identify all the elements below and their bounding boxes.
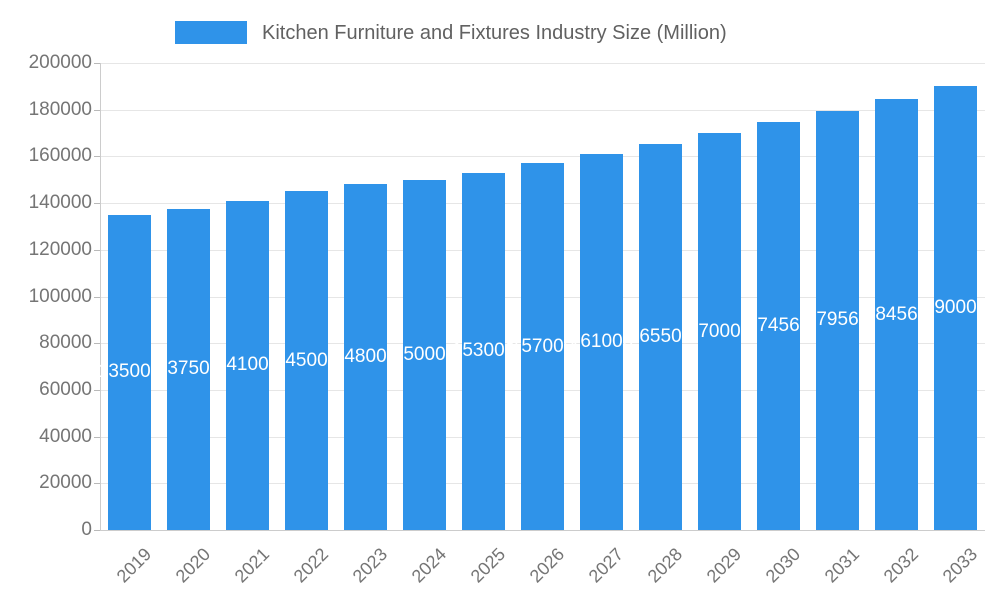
y-axis-tick-label: 140000: [28, 192, 92, 214]
y-axis-tick-label: 120000: [28, 238, 92, 260]
y-gridline: [100, 156, 985, 158]
y-tick-mark: [94, 389, 100, 391]
y-tick-mark: [94, 483, 100, 485]
y-tick-mark: [94, 63, 100, 64]
y-tick-mark: [94, 530, 100, 531]
x-axis-tick-label: 2024: [408, 544, 451, 587]
bar[interactable]: [521, 163, 564, 530]
bar[interactable]: [108, 214, 151, 530]
y-gridline: [100, 63, 985, 64]
bar-value-label: 150000: [392, 343, 457, 365]
bar[interactable]: [875, 99, 918, 530]
y-tick-mark: [94, 436, 100, 438]
x-axis-tick-label: 2026: [526, 544, 569, 587]
bar-value-label: 165500: [628, 325, 693, 347]
x-axis-tick-label: 2021: [231, 544, 274, 587]
y-axis-tick-label: 100000: [28, 285, 92, 307]
bar-value-label: 170000: [687, 320, 752, 342]
bar-value-label: 153000: [451, 340, 516, 362]
bar[interactable]: [698, 133, 741, 530]
bar[interactable]: [344, 184, 387, 530]
y-axis-tick-label: 200000: [28, 52, 92, 73]
y-tick-mark: [94, 109, 100, 111]
bar-value-label: 174560: [746, 315, 811, 337]
bar[interactable]: [757, 122, 800, 530]
bar[interactable]: [226, 200, 269, 530]
x-axis-tick-label: 2022: [290, 544, 333, 587]
bar[interactable]: [285, 191, 328, 530]
bar-value-label: 137500: [156, 358, 221, 380]
y-tick-mark: [94, 249, 100, 251]
y-tick-mark: [94, 343, 100, 345]
bar[interactable]: [934, 86, 977, 530]
y-axis-tick-label: 80000: [39, 332, 92, 354]
x-axis-tick-label: 2025: [467, 544, 510, 587]
bar[interactable]: [580, 154, 623, 530]
y-axis-line: [100, 63, 101, 530]
bar-value-label: 161000: [569, 331, 634, 353]
legend-swatch: [175, 21, 247, 44]
y-tick-mark: [94, 203, 100, 205]
y-axis-tick-label: 20000: [39, 472, 92, 494]
bar[interactable]: [462, 172, 505, 530]
bar-value-label: 157000: [510, 335, 575, 357]
bar-value-label: 135000: [97, 361, 162, 383]
bar[interactable]: [639, 143, 682, 530]
x-axis-tick-label: 2028: [644, 544, 687, 587]
y-tick-mark: [94, 296, 100, 298]
x-axis-tick-label: 2019: [113, 544, 156, 587]
x-axis-tick-label: 2031: [821, 544, 864, 587]
x-axis-tick-label: 2023: [349, 544, 392, 587]
bar[interactable]: [403, 179, 446, 530]
bar[interactable]: [167, 208, 210, 530]
x-axis-line: [100, 530, 985, 531]
bar-value-label: 184560: [864, 303, 929, 325]
bar[interactable]: [816, 110, 859, 530]
x-axis-tick-label: 2020: [172, 544, 215, 587]
y-gridline: [100, 109, 985, 111]
x-axis-tick-label: 2029: [703, 544, 746, 587]
x-axis-tick-label: 2030: [762, 544, 805, 587]
y-tick-mark: [94, 156, 100, 158]
bar-value-label: 190000: [923, 297, 988, 319]
bar-value-label: 145000: [274, 349, 339, 371]
y-axis-tick-label: 40000: [39, 425, 92, 447]
x-axis-tick-label: 2033: [939, 544, 982, 587]
y-axis-tick-label: 60000: [39, 378, 92, 400]
legend-label: Kitchen Furniture and Fixtures Industry …: [262, 22, 727, 44]
bar-value-label: 148000: [333, 346, 398, 368]
bar-value-label: 141000: [215, 354, 280, 376]
x-axis-tick-label: 2027: [585, 544, 628, 587]
x-axis-tick-label: 2032: [880, 544, 923, 587]
y-axis-tick-label: 0: [81, 519, 92, 540]
y-axis-tick-label: 180000: [28, 98, 92, 120]
bar-value-label: 179560: [805, 309, 870, 331]
y-axis-tick-label: 160000: [28, 145, 92, 167]
